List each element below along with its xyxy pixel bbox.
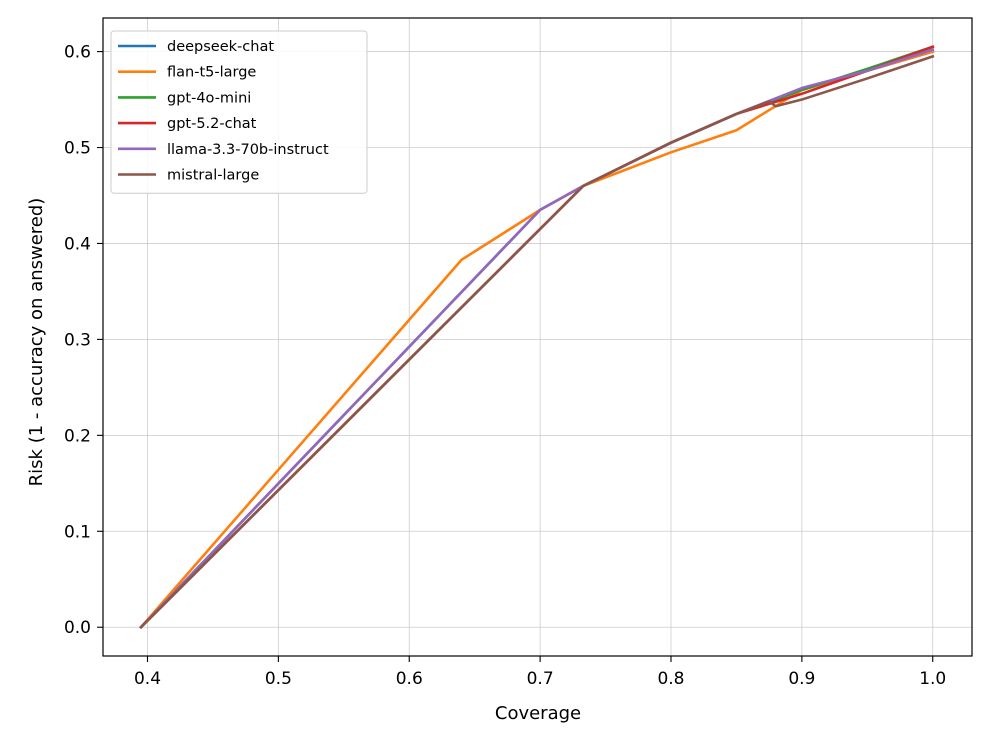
- y-axis-label: Risk (1 - accuracy on answered): [26, 198, 47, 487]
- legend-label-llama-3.3-70b-instruct: llama-3.3-70b-instruct: [167, 142, 329, 158]
- x-tick-label: 0.9: [788, 669, 815, 689]
- series-line-mistral-large: [139, 54, 935, 630]
- x-tick-label: 0.7: [527, 669, 554, 689]
- x-tick-label: 0.4: [134, 669, 161, 689]
- y-tick-label: 0.4: [64, 234, 91, 254]
- axes-layer: 0.4 0.5 0.6 0.7 0.8 0.9 1.0 0.0 0.1 0.2 0.3 0.4 0.5 0…: [64, 17, 973, 689]
- legend-label-flan-t5-large: flan-t5-large: [167, 65, 256, 81]
- y-tick-label: 0.0: [64, 618, 91, 638]
- x-tick-label: 1.0: [919, 669, 946, 689]
- y-tick-label: 0.1: [64, 522, 91, 542]
- legend-label-gpt-4o-mini: gpt-4o-mini: [167, 90, 251, 106]
- series-layer: [139, 45, 935, 630]
- y-tick-label: 0.3: [64, 330, 91, 350]
- y-tick-label: 0.5: [64, 139, 91, 159]
- legend-label-deepseek-chat: deepseek-chat: [167, 39, 274, 55]
- x-tick-label: 0.5: [265, 669, 292, 689]
- y-tick-label: 0.2: [64, 426, 91, 446]
- legend-label-mistral-large: mistral-large: [167, 168, 259, 184]
- grid-layer: [103, 18, 972, 656]
- legend-box: [110, 30, 368, 194]
- x-tick-label: 0.8: [657, 669, 684, 689]
- legend-label-gpt-5.2-chat: gpt-5.2-chat: [167, 116, 257, 132]
- y-tick-label: 0.6: [64, 43, 91, 63]
- x-tick-label: 0.6: [396, 669, 423, 689]
- legend: deepseek-chat flan-t5-large gpt-4o-mini gpt…: [110, 30, 368, 194]
- x-axis-label: Coverage: [495, 703, 581, 724]
- plot-frame: [102, 17, 973, 657]
